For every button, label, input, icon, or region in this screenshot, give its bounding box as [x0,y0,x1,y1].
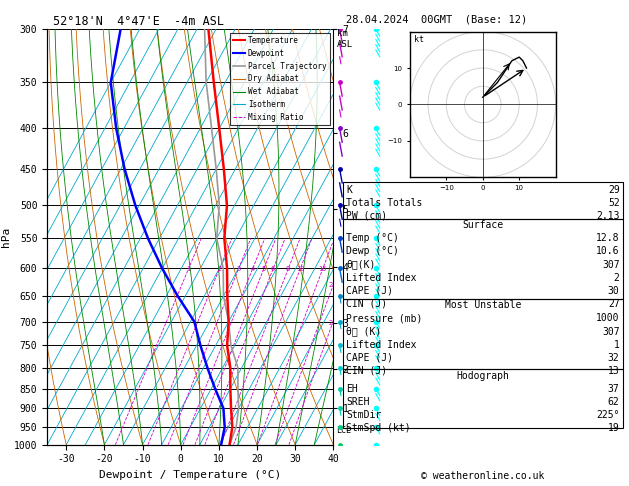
Text: PW (cm): PW (cm) [346,211,387,221]
Text: 12.8: 12.8 [596,233,620,243]
Text: 52°18'N  4°47'E  -4m ASL: 52°18'N 4°47'E -4m ASL [53,15,225,28]
Text: StmSpd (kt): StmSpd (kt) [346,423,411,434]
Text: CAPE (J): CAPE (J) [346,353,393,363]
Text: 10: 10 [296,266,304,272]
Text: 1: 1 [614,340,620,350]
Text: 307: 307 [602,260,620,270]
Text: Surface: Surface [462,220,503,230]
Text: 1: 1 [186,266,191,272]
Text: Lifted Index: Lifted Index [346,340,416,350]
Text: CAPE (J): CAPE (J) [346,286,393,296]
Text: 32: 32 [608,353,620,363]
Text: EH: EH [346,384,358,394]
Legend: Temperature, Dewpoint, Parcel Trajectory, Dry Adiabat, Wet Adiabat, Isotherm, Mi: Temperature, Dewpoint, Parcel Trajectory… [230,33,330,125]
Text: 27: 27 [608,299,620,309]
Text: θᴇ (K): θᴇ (K) [346,327,381,337]
Text: K: K [346,185,352,195]
Text: CIN (J): CIN (J) [346,366,387,376]
Text: Totals Totals: Totals Totals [346,198,422,208]
Text: 19: 19 [608,423,620,434]
Text: 30: 30 [608,286,620,296]
Text: 25: 25 [328,320,337,327]
Text: Temp (°C): Temp (°C) [346,233,399,243]
Text: 62: 62 [608,397,620,407]
Text: Most Unstable: Most Unstable [445,300,521,311]
Text: 15: 15 [318,266,327,272]
Text: © weatheronline.co.uk: © weatheronline.co.uk [421,471,545,481]
Text: 5: 5 [262,266,266,272]
Text: Hodograph: Hodograph [456,371,509,381]
Text: 2.13: 2.13 [596,211,620,221]
Text: 6: 6 [271,266,275,272]
Y-axis label: hPa: hPa [1,227,11,247]
X-axis label: Dewpoint / Temperature (°C): Dewpoint / Temperature (°C) [99,470,281,480]
Text: 10.6: 10.6 [596,246,620,257]
Text: 28.04.2024  00GMT  (Base: 12): 28.04.2024 00GMT (Base: 12) [346,15,527,25]
Text: 307: 307 [602,327,620,337]
Text: kt: kt [413,35,423,44]
Text: 8: 8 [286,266,290,272]
Text: 2: 2 [614,273,620,283]
Text: Dewp (°C): Dewp (°C) [346,246,399,257]
Text: LCL: LCL [337,426,352,435]
Text: θᴇ(K): θᴇ(K) [346,260,376,270]
Text: 1000: 1000 [596,313,620,324]
Text: 37: 37 [608,384,620,394]
Text: 13: 13 [608,366,620,376]
Text: 20: 20 [329,282,338,288]
Text: 2: 2 [217,266,221,272]
Text: CIN (J): CIN (J) [346,299,387,309]
Text: km
ASL: km ASL [337,29,353,49]
Text: 4: 4 [250,266,255,272]
Text: 52: 52 [608,198,620,208]
Text: 225°: 225° [596,410,620,420]
Text: StmDir: StmDir [346,410,381,420]
Text: Lifted Index: Lifted Index [346,273,416,283]
Text: Pressure (mb): Pressure (mb) [346,313,422,324]
Text: SREH: SREH [346,397,369,407]
Text: 29: 29 [608,185,620,195]
Text: 3: 3 [237,266,240,272]
